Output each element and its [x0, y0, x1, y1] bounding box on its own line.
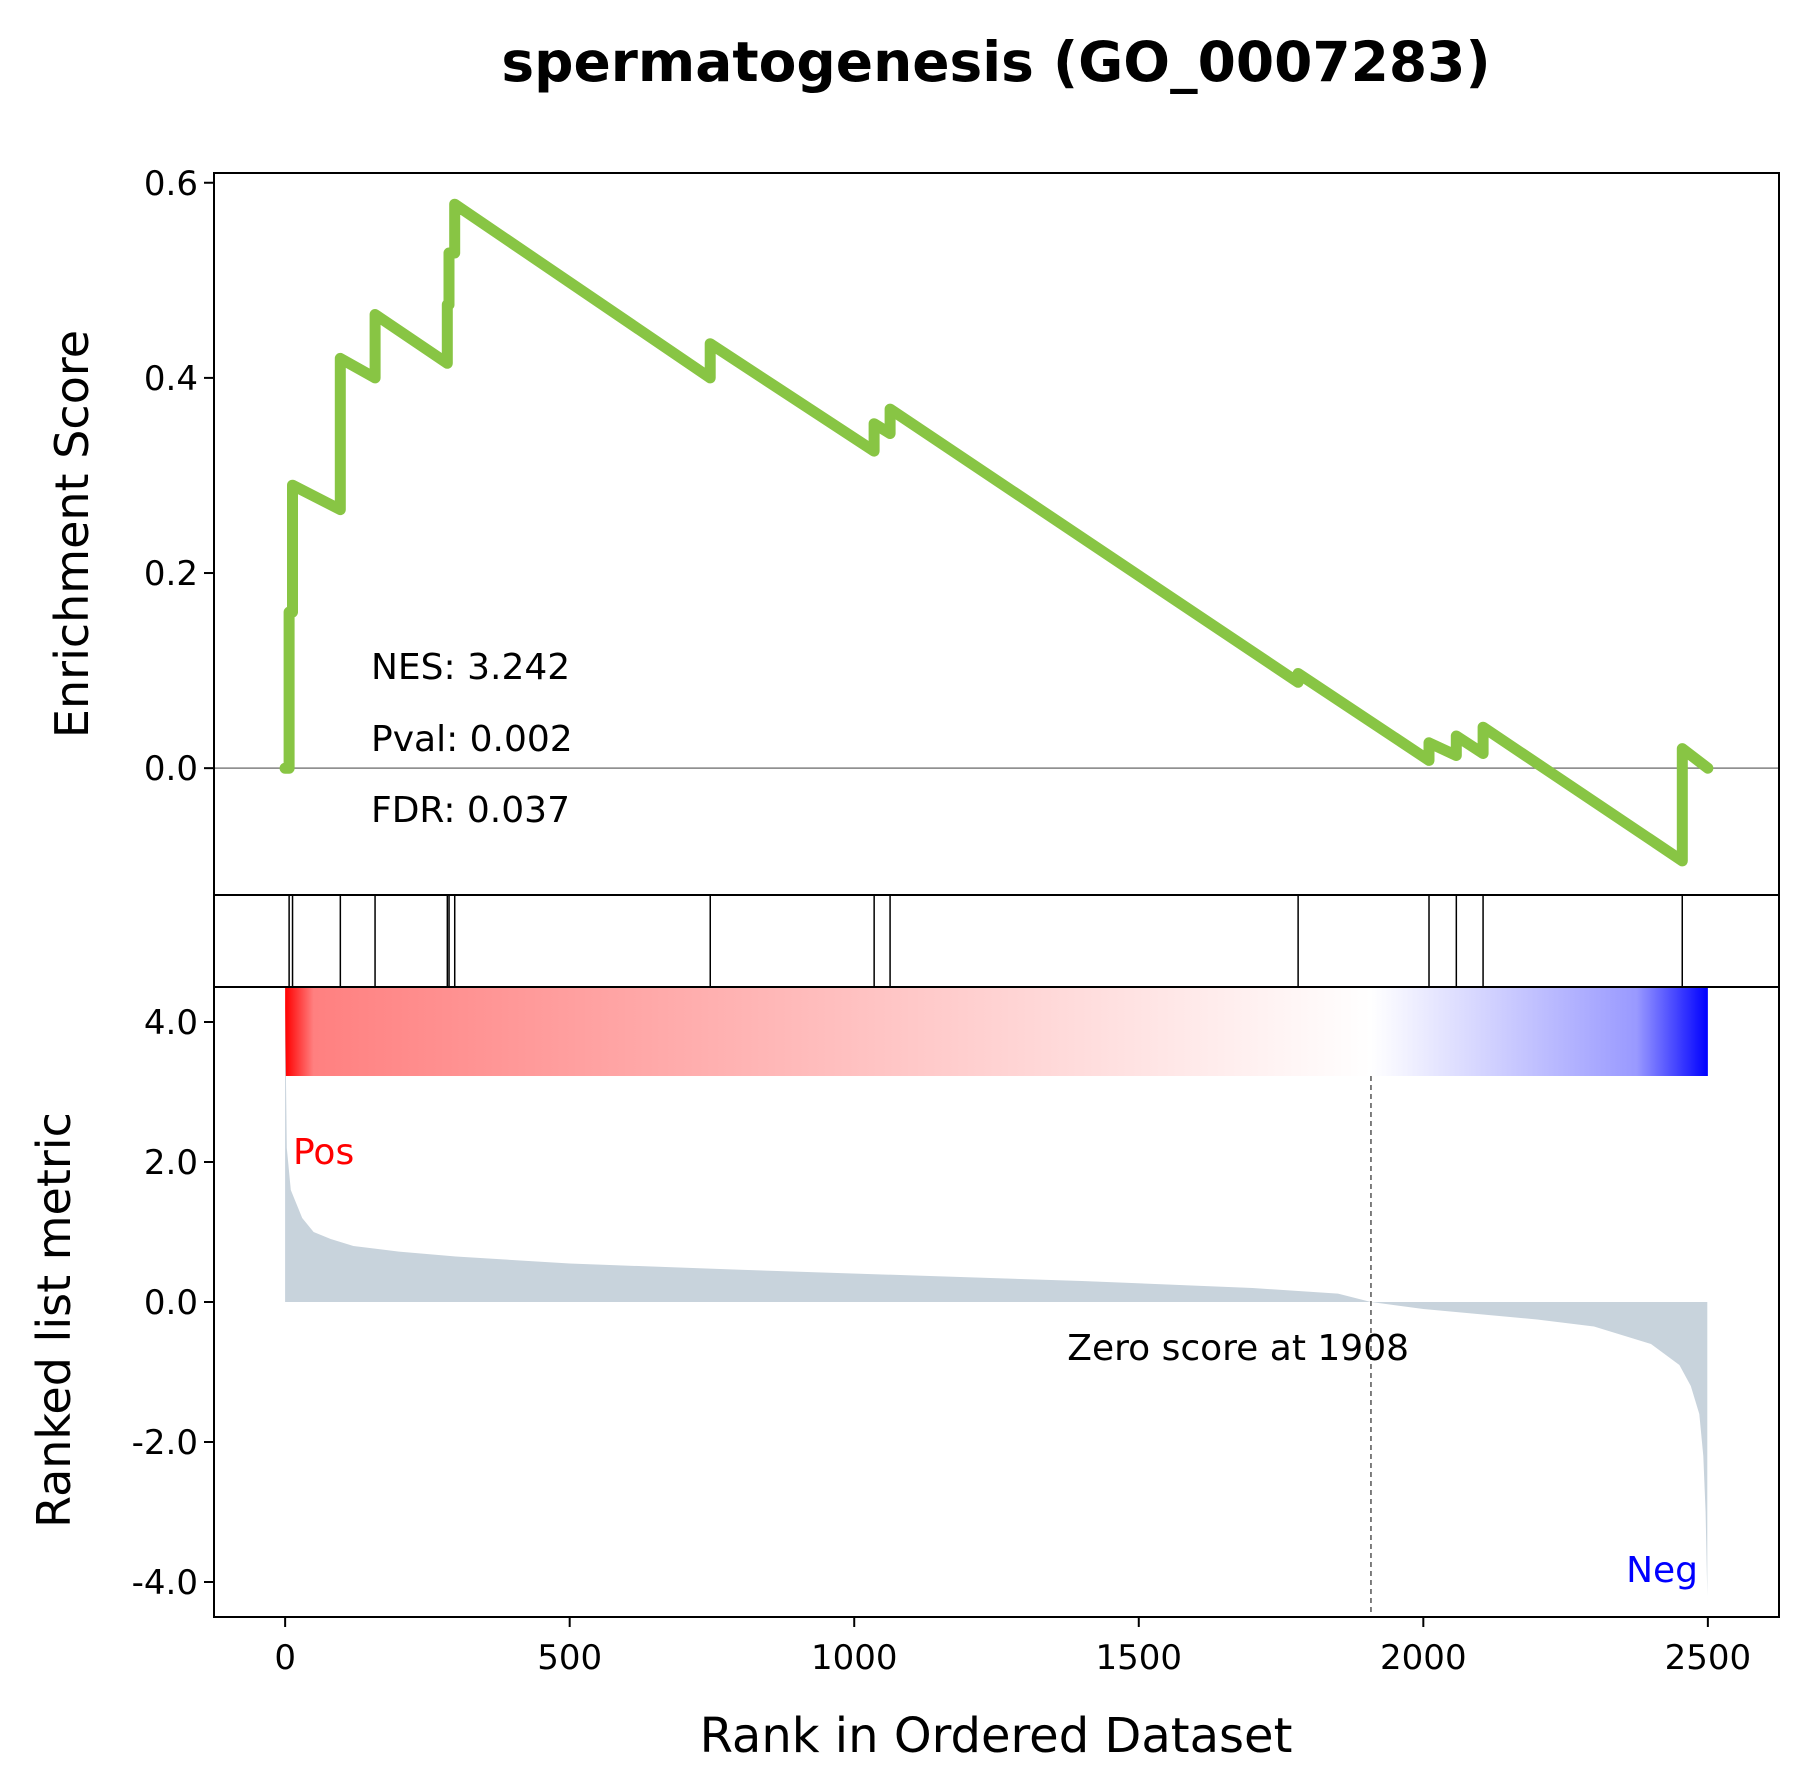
zero-score-annotation: Zero score at 1908	[1067, 1328, 1409, 1369]
es-ytick-label: 0.2	[144, 554, 198, 594]
es-y-axis-label: Enrichment Score	[45, 330, 99, 738]
rank-ytick-label: 2.0	[144, 1143, 198, 1183]
x-tick-label: 0	[274, 1638, 296, 1678]
pos-label: Pos	[293, 1132, 354, 1173]
gene-hits-panel	[213, 894, 1780, 988]
x-tick-label: 1000	[811, 1638, 898, 1678]
pval-stat: Pval: 0.002	[371, 719, 573, 760]
x-axis: 0 500 1000 1500 2000 2500 Rank in Ordered Dat…	[274, 1617, 1751, 1764]
ranked-metric-area	[285, 1008, 1708, 1596]
x-axis-label: Rank in Ordered Dataset	[700, 1708, 1293, 1764]
x-tick-label: 1500	[1096, 1638, 1183, 1678]
rank-ytick-label: 0.0	[144, 1283, 198, 1323]
rank-ytick-label: 4.0	[144, 1003, 198, 1043]
es-ytick-label: 0.4	[144, 359, 198, 399]
ranked-metric-panel: -4.0 -2.0 0.0 2.0 4.0 Pos Neg Zero score at …	[27, 986, 1780, 1618]
es-ytick-label: 0.6	[144, 164, 198, 204]
rank-ytick-label: -4.0	[132, 1563, 198, 1603]
es-curve	[279, 198, 1714, 867]
x-tick-label: 2500	[1665, 1638, 1752, 1678]
rank-ytick-label: -2.0	[132, 1423, 198, 1463]
x-tick-label: 500	[537, 1638, 602, 1678]
es-ytick-label: 0.0	[144, 749, 198, 789]
rank-colorbar	[285, 988, 1708, 1076]
neg-label: Neg	[1626, 1550, 1698, 1591]
chart-title: spermatogenesis (GO_0007283)	[501, 30, 1490, 94]
nes-stat: NES: 3.242	[371, 647, 570, 688]
fdr-stat: FDR: 0.037	[371, 790, 570, 831]
enrichment-score-panel: 0.0 0.2 0.4 0.6 Enrichment Score NES: 3.242…	[45, 164, 1780, 896]
x-tick-label: 2000	[1380, 1638, 1467, 1678]
rank-y-axis-label: Ranked list metric	[27, 1112, 81, 1528]
